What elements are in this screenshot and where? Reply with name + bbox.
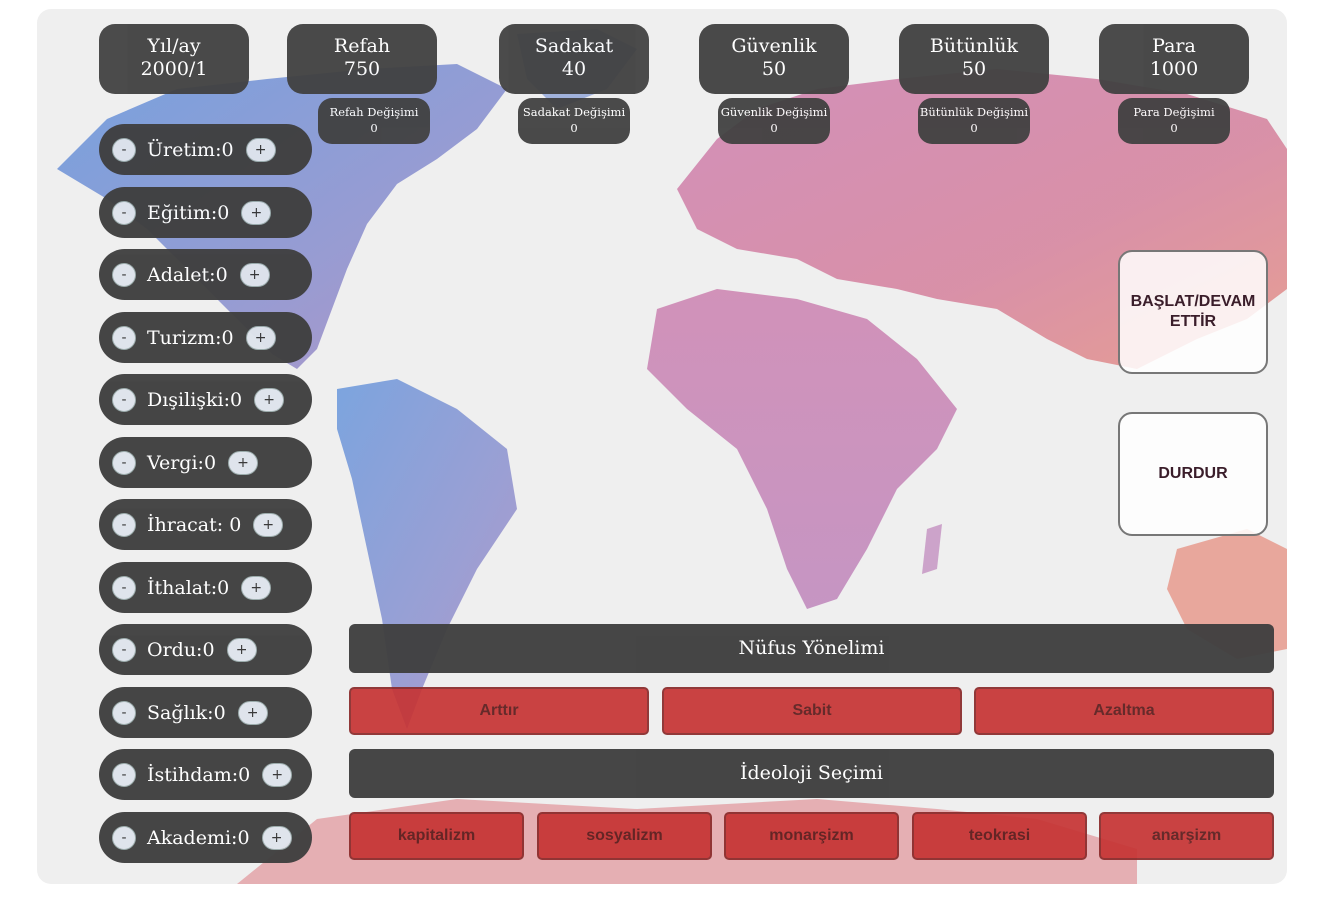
decrease-button[interactable]: - — [112, 575, 136, 600]
decrease-button[interactable]: - — [112, 700, 136, 725]
sector-label: Adalet:0 — [147, 263, 228, 286]
change-value: 0 — [1170, 121, 1178, 135]
decrease-button[interactable]: - — [112, 325, 136, 350]
stat-label: Bütünlük — [929, 35, 1019, 57]
change-butunluk: Bütünlük Değişimi 0 — [918, 98, 1030, 144]
sector-label: İhracat: 0 — [147, 513, 242, 536]
change-refah: Refah Değişimi 0 — [318, 98, 430, 144]
stat-sadakat: Sadakat 40 — [499, 24, 649, 94]
sector-row-ordu: - Ordu:0 + — [99, 624, 312, 675]
sector-row-adalet: - Adalet:0 + — [99, 249, 312, 300]
stat-value: 2000/1 — [140, 58, 208, 80]
decrease-button[interactable]: - — [112, 387, 136, 412]
population-increase-button[interactable]: Arttır — [349, 687, 649, 735]
stat-value: 750 — [343, 58, 381, 80]
continent-south-america — [337, 379, 517, 729]
change-para: Para Değişimi 0 — [1118, 98, 1230, 144]
sector-label: Vergi:0 — [147, 451, 217, 474]
stat-value: 50 — [761, 58, 787, 80]
decrease-button[interactable]: - — [112, 825, 136, 850]
sector-row-istihdam: - İstihdam:0 + — [99, 749, 312, 800]
increase-button[interactable]: + — [228, 450, 259, 475]
increase-button[interactable]: + — [261, 825, 292, 850]
sector-label: İstihdam:0 — [147, 763, 251, 786]
sector-row-ihracat: - İhracat: 0 + — [99, 499, 312, 550]
increase-button[interactable]: + — [239, 262, 270, 287]
increase-button[interactable]: + — [226, 637, 257, 662]
change-guvenlik: Güvenlik Değişimi 0 — [718, 98, 830, 144]
increase-button[interactable]: + — [253, 512, 284, 537]
ideology-theocracy-button[interactable]: teokrasi — [912, 812, 1087, 860]
decrease-button[interactable]: - — [112, 762, 136, 787]
sector-row-saglik: - Sağlık:0 + — [99, 687, 312, 738]
change-label: Refah Değişimi — [329, 105, 419, 119]
ideology-anarchism-button[interactable]: anarşizm — [1099, 812, 1274, 860]
sector-row-akademi: - Akademi:0 + — [99, 812, 312, 863]
decrease-button[interactable]: - — [112, 637, 136, 662]
decrease-button[interactable]: - — [112, 137, 136, 162]
sector-row-turizm: - Turizm:0 + — [99, 312, 312, 363]
change-value: 0 — [970, 121, 978, 135]
stat-value: 50 — [961, 58, 987, 80]
increase-button[interactable]: + — [245, 137, 276, 162]
continent-africa — [647, 289, 957, 609]
sector-label: Dışilişki:0 — [147, 388, 243, 411]
sector-label: Sağlık:0 — [147, 701, 226, 724]
game-board: Yıl/ay 2000/1 Refah 750 Sadakat 40 Güvenlik… — [37, 9, 1287, 884]
stat-year-month: Yıl/ay 2000/1 — [99, 24, 249, 94]
change-label: Bütünlük Değişimi — [919, 105, 1029, 119]
population-stable-button[interactable]: Sabit — [662, 687, 962, 735]
decrease-button[interactable]: - — [112, 200, 136, 225]
stat-value: 40 — [561, 58, 587, 80]
sector-row-vergi: - Vergi:0 + — [99, 437, 312, 488]
sector-label: Ordu:0 — [147, 638, 215, 661]
decrease-button[interactable]: - — [112, 512, 136, 537]
stat-value: 1000 — [1149, 58, 1199, 80]
sector-label: Eğitim:0 — [147, 201, 230, 224]
sector-label: İthalat:0 — [147, 576, 230, 599]
change-sadakat: Sadakat Değişimi 0 — [518, 98, 630, 144]
stat-para: Para 1000 — [1099, 24, 1249, 94]
change-label: Para Değişimi — [1133, 105, 1215, 119]
ideology-header: İdeoloji Seçimi — [349, 749, 1274, 798]
sector-label: Üretim:0 — [147, 138, 234, 161]
change-value: 0 — [370, 121, 378, 135]
change-value: 0 — [570, 121, 578, 135]
change-label: Güvenlik Değişimi — [720, 105, 828, 119]
start-resume-button[interactable]: BAŞLAT/DEVAM ETTİR — [1118, 250, 1268, 374]
population-decrease-button[interactable]: Azaltma — [974, 687, 1274, 735]
increase-button[interactable]: + — [241, 200, 272, 225]
sector-label: Akademi:0 — [147, 826, 250, 849]
increase-button[interactable]: + — [262, 762, 293, 787]
stat-label: Yıl/ay — [147, 35, 201, 57]
sector-row-disilisk: - Dışilişki:0 + — [99, 374, 312, 425]
increase-button[interactable]: + — [237, 700, 268, 725]
decrease-button[interactable]: - — [112, 450, 136, 475]
stat-label: Güvenlik — [731, 35, 817, 57]
sector-row-egitim: - Eğitim:0 + — [99, 187, 312, 238]
stat-refah: Refah 750 — [287, 24, 437, 94]
population-header: Nüfus Yönelimi — [349, 624, 1274, 673]
ideology-socialism-button[interactable]: sosyalizm — [537, 812, 712, 860]
stat-label: Sadakat — [534, 35, 614, 57]
sector-label: Turizm:0 — [147, 326, 234, 349]
change-value: 0 — [770, 121, 778, 135]
stat-guvenlik: Güvenlik 50 — [699, 24, 849, 94]
sector-row-ithalat: - İthalat:0 + — [99, 562, 312, 613]
ideology-monarchism-button[interactable]: monarşizm — [724, 812, 899, 860]
change-label: Sadakat Değişimi — [522, 105, 626, 119]
sector-row-uretim: - Üretim:0 + — [99, 124, 312, 175]
ideology-capitalism-button[interactable]: kapitalizm — [349, 812, 524, 860]
stat-butunluk: Bütünlük 50 — [899, 24, 1049, 94]
decrease-button[interactable]: - — [112, 262, 136, 287]
increase-button[interactable]: + — [254, 387, 285, 412]
stop-button[interactable]: DURDUR — [1118, 412, 1268, 536]
stat-label: Para — [1152, 35, 1196, 57]
madagascar — [922, 524, 942, 574]
increase-button[interactable]: + — [245, 325, 276, 350]
stat-label: Refah — [333, 35, 391, 57]
increase-button[interactable]: + — [241, 575, 272, 600]
